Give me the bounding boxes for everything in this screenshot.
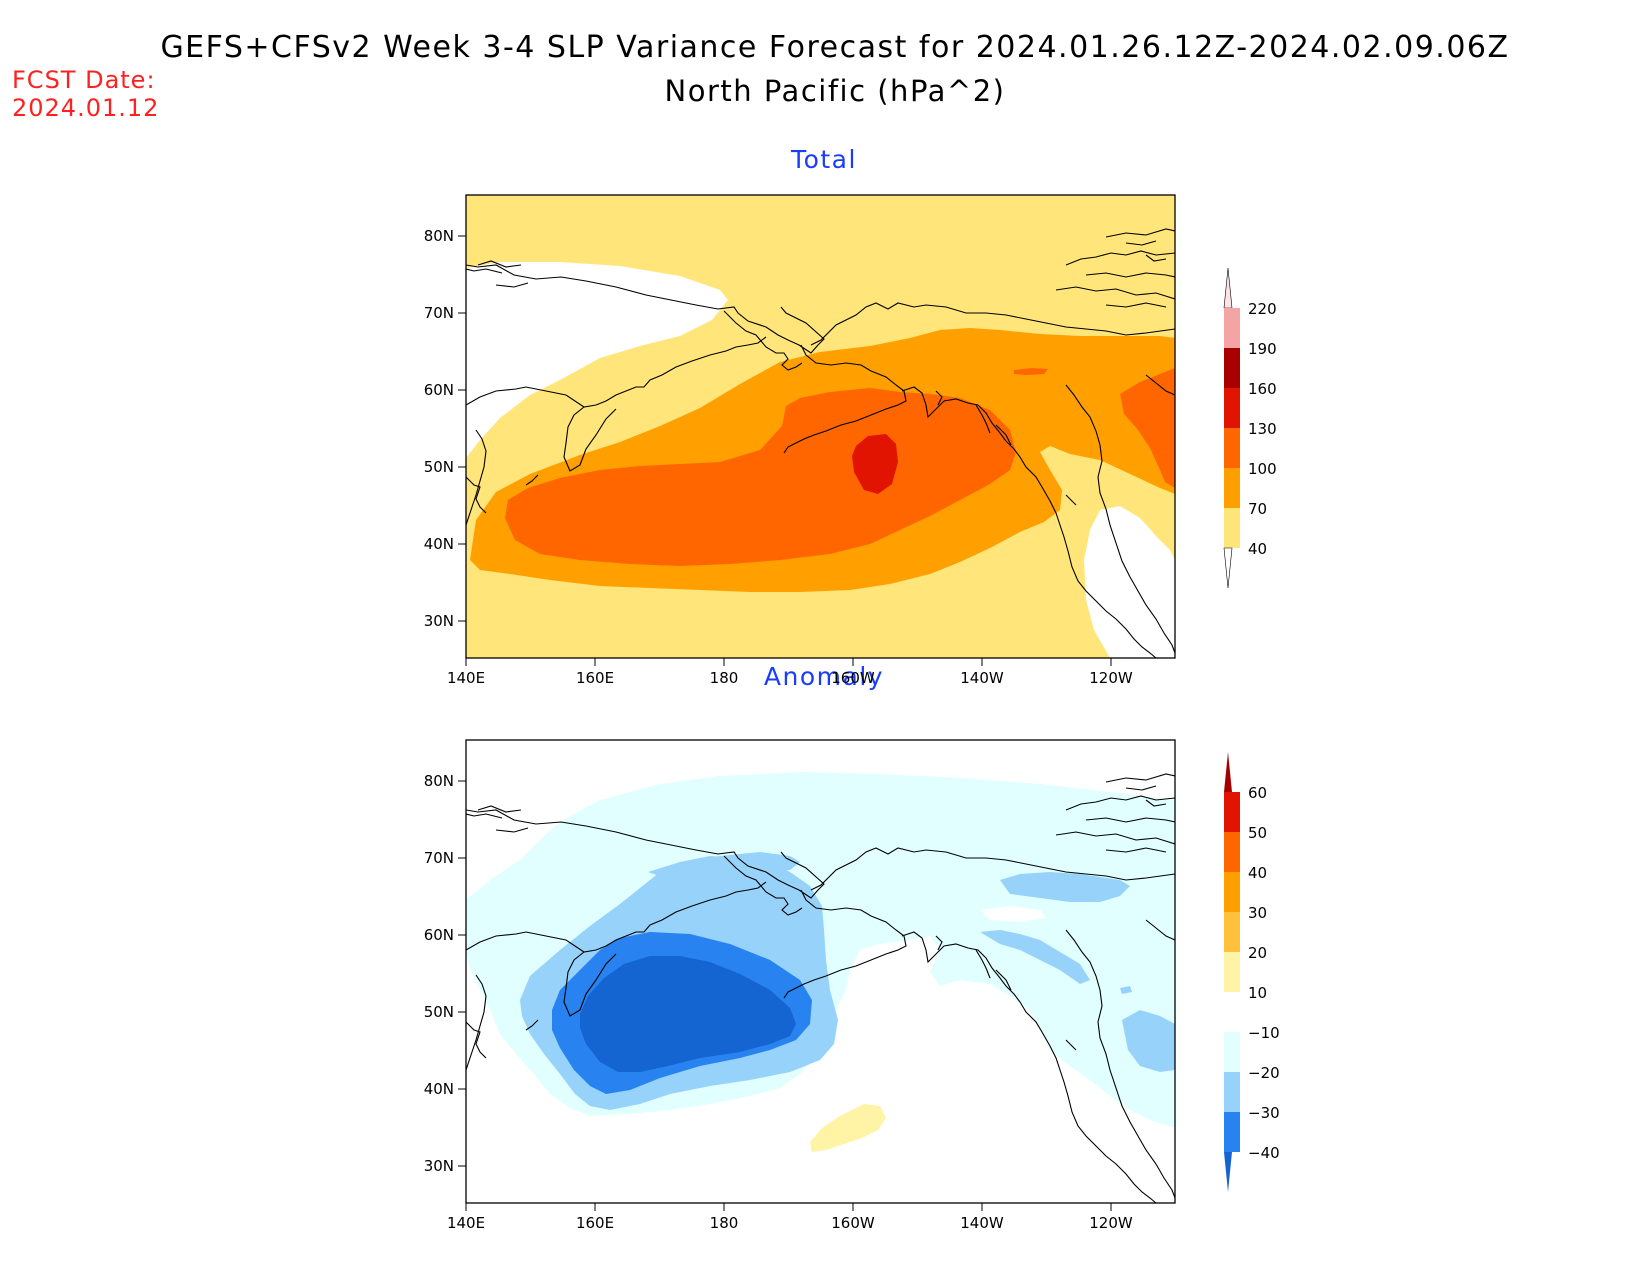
total-colorbar-label: 100	[1248, 460, 1277, 478]
anomaly-lon-label: 160E	[576, 1214, 614, 1232]
anomaly-lon-label: 120W	[1089, 1214, 1133, 1232]
anomaly-lat-axis	[458, 780, 466, 1167]
anomaly-colorbar-label: 10	[1248, 984, 1267, 1002]
panel-title-total: Total	[791, 145, 857, 174]
anomaly-lat-label: 40N	[424, 1080, 454, 1098]
anomaly-colorbar-label: −30	[1248, 1104, 1280, 1122]
total-colorbar-label: 160	[1248, 380, 1277, 398]
anomaly-lat-label: 80N	[424, 772, 454, 790]
total-colorbar-label: 130	[1248, 420, 1277, 438]
total-colorbar	[1223, 267, 1240, 589]
anomaly-lon-label: 140W	[960, 1214, 1004, 1232]
anomaly-colorbar-label: 40	[1248, 864, 1267, 882]
total-colorbar-label: 220	[1248, 300, 1277, 318]
anomaly-lat-label: 70N	[424, 849, 454, 867]
total-lon-label: 160E	[576, 669, 614, 687]
anomaly-lat-label: 60N	[424, 926, 454, 944]
total-lon-label: 160W	[831, 669, 875, 687]
anomaly-map-frame	[465, 739, 1176, 1204]
anomaly-map	[466, 740, 1175, 1203]
fcst-date-value: 2024.01.12	[12, 94, 160, 122]
fcst-date-label: FCST Date:	[12, 66, 156, 94]
total-lat-label: 80N	[424, 227, 454, 245]
total-colorbar-label: 70	[1248, 500, 1267, 518]
total-lat-label: 30N	[424, 612, 454, 630]
anomaly-lon-axis	[465, 1203, 1112, 1211]
anomaly-colorbar	[1224, 752, 1240, 1192]
anomaly-colorbar-label: −20	[1248, 1064, 1280, 1082]
anomaly-lon-label: 140E	[447, 1214, 485, 1232]
total-lon-label: 140W	[960, 669, 1004, 687]
panel-title-anomaly: Anomaly	[763, 662, 885, 691]
anomaly-lat-label: 30N	[424, 1157, 454, 1175]
total-lon-label: 180	[710, 669, 739, 687]
total-lat-label: 70N	[424, 304, 454, 322]
total-map	[466, 195, 1175, 658]
main-subtitle: North Pacific (hPa^2)	[664, 74, 1006, 108]
total-lat-axis	[458, 235, 466, 622]
total-lat-label: 60N	[424, 381, 454, 399]
anomaly-colorbar-label: −40	[1248, 1144, 1280, 1162]
anomaly-lon-label: 160W	[831, 1214, 875, 1232]
total-lon-label: 120W	[1089, 669, 1133, 687]
anomaly-colorbar-label: 50	[1248, 824, 1267, 842]
total-lat-label: 40N	[424, 535, 454, 553]
total-colorbar-label: 40	[1248, 540, 1267, 558]
total-lon-label: 140E	[447, 669, 485, 687]
anomaly-lon-label: 180	[710, 1214, 739, 1232]
total-map-frame	[465, 194, 1176, 659]
anomaly-lat-label: 50N	[424, 1003, 454, 1021]
anomaly-colorbar-label: −10	[1248, 1024, 1280, 1042]
total-lon-axis	[465, 658, 1112, 666]
main-title: GEFS+CFSv2 Week 3-4 SLP Variance Forecas…	[160, 30, 1510, 65]
anomaly-colorbar-label: 60	[1248, 784, 1267, 802]
total-colorbar-label: 190	[1248, 340, 1277, 358]
total-lat-label: 50N	[424, 458, 454, 476]
anomaly-colorbar-label: 20	[1248, 944, 1267, 962]
anomaly-colorbar-label: 30	[1248, 904, 1267, 922]
